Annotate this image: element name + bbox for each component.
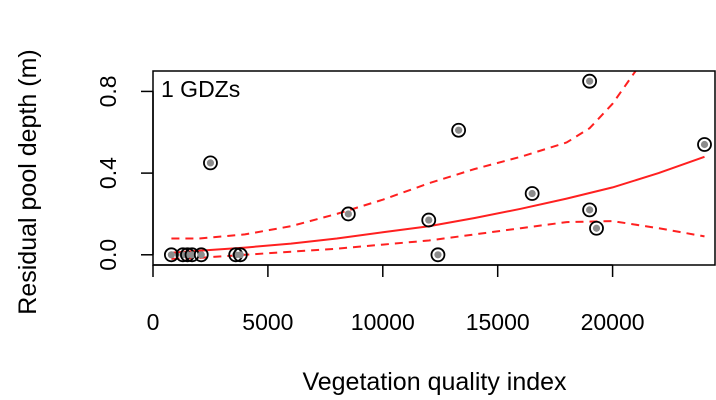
data-point [524,186,540,201]
confidence-bands [171,71,705,260]
panel-label: 1 GDZs [161,76,240,102]
y-tick-label: 0.8 [95,75,121,107]
data-point [589,220,604,236]
lower-band-line [171,220,705,260]
data-point [193,247,209,263]
y-tick-label: 0.0 [95,239,121,271]
x-axis: 0 5000 10000 15000 20000 [147,264,645,335]
data-point [697,137,712,152]
x-tick-label: 20000 [581,309,645,335]
y-tick-label: 0.4 [95,157,121,189]
data-point [421,212,437,228]
data-points [163,73,712,263]
data-point [451,122,467,138]
y-axis: 0.0 0.4 0.8 [95,75,154,271]
data-point [582,202,598,218]
data-point [582,73,598,89]
x-tick-label: 5000 [242,309,293,335]
y-axis-title: Residual pool depth (m) [14,49,42,314]
x-tick-label: 0 [147,309,160,335]
data-point [340,206,356,222]
data-point [163,247,179,263]
upper-band-line [171,71,637,240]
x-tick-label: 15000 [466,309,530,335]
data-point [232,247,248,263]
x-axis-title: Vegetation quality index [302,368,567,396]
x-tick-label: 10000 [351,309,415,335]
data-point [203,155,218,171]
data-point [430,247,446,263]
